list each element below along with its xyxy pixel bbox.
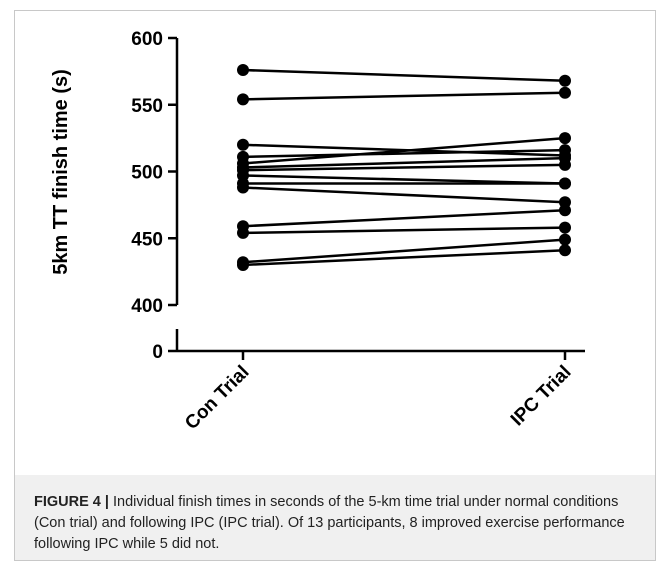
figure-caption: FIGURE 4 | Individual finish times in se… — [34, 492, 642, 555]
ipc-point — [559, 132, 571, 145]
ipc-point — [559, 177, 571, 190]
y-tick-label: 550 — [131, 96, 163, 117]
pair-line — [242, 186, 566, 204]
pair-line — [242, 148, 566, 159]
y-tick-label: 500 — [131, 163, 163, 184]
x-tick-label: IPC Trial — [507, 362, 576, 431]
pair-line — [242, 163, 566, 172]
pair-line — [242, 156, 566, 169]
ipc-point — [559, 158, 571, 171]
con-point — [237, 258, 249, 271]
ipc-point — [559, 74, 571, 87]
pair-line — [242, 174, 566, 185]
ipc-point — [559, 233, 571, 246]
con-point — [237, 226, 249, 239]
x-tick-label: Con Trial — [181, 362, 253, 434]
pair-line — [242, 238, 566, 264]
con-point — [237, 181, 249, 194]
y-tick-label: 600 — [131, 29, 163, 50]
participant-14 — [237, 244, 571, 271]
y-tick-label: 400 — [131, 296, 163, 317]
paired-line-chart: 0 400 450 500 550 600 5km TT finish time (s) Co… — [50, 29, 585, 434]
con-point — [237, 93, 249, 106]
y-tick-label: 450 — [131, 229, 163, 250]
figure-frame — [14, 10, 656, 561]
participant-7 — [237, 158, 571, 177]
y-tick-label: 0 — [152, 342, 163, 363]
ipc-point — [559, 221, 571, 234]
participant-10 — [237, 181, 571, 209]
pair-line — [242, 226, 566, 235]
ipc-point — [559, 244, 571, 257]
caption-label: FIGURE 4 | — [34, 494, 109, 510]
con-point — [237, 138, 249, 151]
pair-line — [242, 91, 566, 101]
participant-8 — [237, 169, 571, 190]
con-point — [237, 64, 249, 77]
series — [237, 64, 571, 271]
pair-line — [242, 136, 566, 165]
caption-text: Individual finish times in seconds of th… — [34, 494, 625, 552]
pair-line — [242, 249, 566, 267]
pair-line — [242, 68, 566, 82]
participant-12 — [237, 221, 571, 239]
pair-line — [242, 208, 566, 228]
caption-box — [14, 475, 656, 561]
y-axis-title: 5km TT finish time (s) — [50, 69, 72, 275]
ipc-point — [559, 86, 571, 99]
participant-1 — [237, 64, 571, 87]
participant-2 — [237, 86, 571, 106]
ipc-point — [559, 204, 571, 217]
